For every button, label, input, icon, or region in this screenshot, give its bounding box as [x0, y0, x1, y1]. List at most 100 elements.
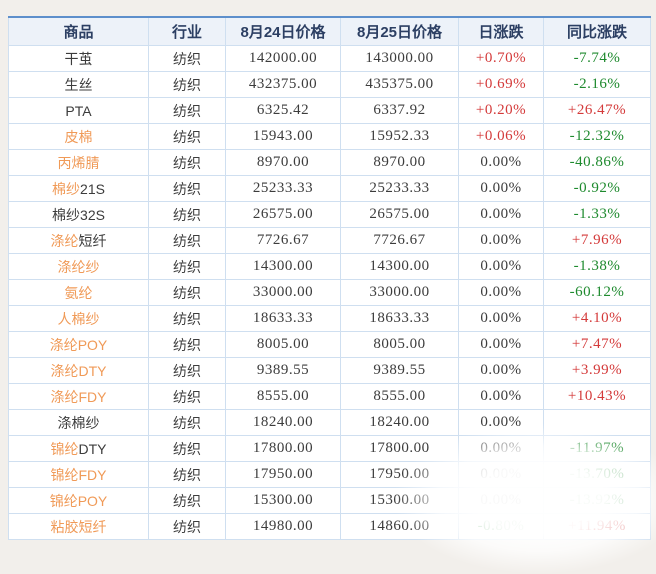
price-aug24-cell: 15300.00 — [225, 487, 341, 514]
commodity-link[interactable]: 涤纶FDY — [50, 388, 107, 405]
header-price-aug25: 8月25日价格 — [340, 16, 459, 46]
yoy-change-cell: -1.33% — [543, 201, 651, 228]
price-aug25-cell: 33000.00 — [340, 279, 459, 306]
table-row: 锦纶DTY 纺织 17800.00 17800.00 0.00% -11.97% — [8, 435, 651, 462]
price-aug24-cell: 17950.00 — [225, 461, 341, 488]
industry-cell: 纺织 — [148, 279, 226, 306]
commodity-cell[interactable]: 氨纶 — [8, 279, 149, 306]
commodity-link[interactable]: 锦纶 — [50, 440, 79, 457]
commodity-link[interactable]: 氨纶 — [64, 284, 93, 301]
commodity-cell[interactable]: 涤纶DTY — [8, 357, 149, 384]
day-change-cell: 0.00% — [458, 409, 544, 436]
commodity-link[interactable]: 皮棉 — [64, 128, 93, 145]
yoy-change-cell: -13.92% — [543, 487, 651, 514]
commodity-cell[interactable]: 皮棉 — [8, 123, 149, 150]
day-change-cell: +0.69% — [458, 71, 544, 98]
header-commodity: 商品 — [8, 16, 149, 46]
commodity-cell[interactable]: 人棉纱 — [8, 305, 149, 332]
commodity-cell[interactable]: 涤纶FDY — [8, 383, 149, 410]
yoy-change-cell: +26.47% — [543, 97, 651, 124]
yoy-change-cell: -12.32% — [543, 123, 651, 150]
commodity-cell: PTA — [8, 97, 149, 124]
commodity-text: 涤棉纱 — [57, 414, 100, 431]
commodity-cell[interactable]: 锦纶FDY — [8, 461, 149, 488]
commodity-link[interactable]: 锦纶POY — [49, 492, 108, 509]
price-aug25-cell: 18240.00 — [340, 409, 459, 436]
price-aug24-cell: 14300.00 — [225, 253, 341, 280]
price-aug25-cell: 8005.00 — [340, 331, 459, 358]
commodity-cell[interactable]: 粘胶短纤 — [8, 513, 149, 540]
commodity-text: 生丝 — [64, 76, 93, 93]
price-aug25-cell: 6337.92 — [340, 97, 459, 124]
yoy-change-cell: +11.94% — [543, 513, 651, 540]
industry-cell: 纺织 — [148, 409, 226, 436]
table-body: 干茧 纺织 142000.00 143000.00 +0.70% -7.74% 生丝 纺织 43… — [8, 45, 651, 540]
yoy-change-cell — [543, 409, 651, 436]
industry-cell: 纺织 — [148, 487, 226, 514]
price-aug24-cell: 7726.67 — [225, 227, 341, 254]
table-row: 粘胶短纤 纺织 14980.00 14860.00 -0.80% +11.94% — [8, 513, 651, 540]
yoy-change-cell: +10.43% — [543, 383, 651, 410]
table-row: 氨纶 纺织 33000.00 33000.00 0.00% -60.12% — [8, 279, 651, 306]
table-row: 涤纶FDY 纺织 8555.00 8555.00 0.00% +10.43% — [8, 383, 651, 410]
yoy-change-cell: -7.74% — [543, 45, 651, 72]
commodity-link[interactable]: 涤纶 — [50, 232, 79, 249]
price-aug24-cell: 15943.00 — [225, 123, 341, 150]
price-aug25-cell: 143000.00 — [340, 45, 459, 72]
table-row: 涤纶DTY 纺织 9389.55 9389.55 0.00% +3.99% — [8, 357, 651, 384]
yoy-change-cell: +4.10% — [543, 305, 651, 332]
page: { "colors": { "page_background": "#f2efe… — [8, 16, 656, 574]
price-aug25-cell: 25233.33 — [340, 175, 459, 202]
commodity-cell[interactable]: 丙烯腈 — [8, 149, 149, 176]
commodity-link[interactable]: 涤纶POY — [49, 336, 108, 353]
price-aug24-cell: 9389.55 — [225, 357, 341, 384]
yoy-change-cell: +7.96% — [543, 227, 651, 254]
price-aug24-cell: 8005.00 — [225, 331, 341, 358]
commodity-cell[interactable]: 棉纱21S — [8, 175, 149, 202]
price-aug25-cell: 17800.00 — [340, 435, 459, 462]
commodity-cell[interactable]: 涤纶纱 — [8, 253, 149, 280]
price-aug24-cell: 14980.00 — [225, 513, 341, 540]
day-change-cell: 0.00% — [458, 435, 544, 462]
industry-cell: 纺织 — [148, 383, 226, 410]
commodity-cell[interactable]: 锦纶POY — [8, 487, 149, 514]
commodity-cell[interactable]: 涤纶POY — [8, 331, 149, 358]
commodity-link[interactable]: 棉纱 — [52, 180, 81, 197]
yoy-change-cell: +7.47% — [543, 331, 651, 358]
commodity-cell[interactable]: 锦纶DTY — [8, 435, 149, 462]
yoy-change-cell: -60.12% — [543, 279, 651, 306]
commodity-link[interactable]: 涤纶纱 — [57, 258, 100, 275]
commodity-link[interactable]: 锦纶FDY — [50, 466, 107, 483]
price-aug25-cell: 7726.67 — [340, 227, 459, 254]
price-aug25-cell: 18633.33 — [340, 305, 459, 332]
day-change-cell: +0.06% — [458, 123, 544, 150]
header-yoy-change: 同比涨跌 — [543, 16, 651, 46]
price-table: 商品 行业 8月24日价格 8月25日价格 日涨跌 同比涨跌 干茧 纺织 14200… — [8, 16, 651, 540]
day-change-cell: 0.00% — [458, 487, 544, 514]
table-row: 涤纶POY 纺织 8005.00 8005.00 0.00% +7.47% — [8, 331, 651, 358]
day-change-cell: 0.00% — [458, 227, 544, 254]
commodity-cell: 干茧 — [8, 45, 149, 72]
yoy-change-cell: -2.16% — [543, 71, 651, 98]
commodity-text: PTA — [65, 102, 92, 119]
price-aug25-cell: 14860.00 — [340, 513, 459, 540]
commodity-cell[interactable]: 涤纶短纤 — [8, 227, 149, 254]
table-row: 棉纱32S 纺织 26575.00 26575.00 0.00% -1.33% — [8, 201, 651, 228]
day-change-cell: 0.00% — [458, 461, 544, 488]
commodity-cell: 生丝 — [8, 71, 149, 98]
table-row: 棉纱21S 纺织 25233.33 25233.33 0.00% -0.92% — [8, 175, 651, 202]
commodity-link[interactable]: 涤纶DTY — [50, 362, 107, 379]
industry-cell: 纺织 — [148, 305, 226, 332]
price-aug24-cell: 142000.00 — [225, 45, 341, 72]
price-aug25-cell: 8970.00 — [340, 149, 459, 176]
commodity-link[interactable]: 粘胶短纤 — [50, 518, 107, 535]
price-aug25-cell: 435375.00 — [340, 71, 459, 98]
price-aug24-cell: 432375.00 — [225, 71, 341, 98]
day-change-cell: 0.00% — [458, 331, 544, 358]
price-aug24-cell: 6325.42 — [225, 97, 341, 124]
commodity-link[interactable]: 丙烯腈 — [57, 154, 100, 171]
commodity-text: 干茧 — [64, 50, 93, 67]
commodity-link[interactable]: 人棉纱 — [57, 310, 100, 327]
price-aug25-cell: 15300.00 — [340, 487, 459, 514]
price-aug25-cell: 9389.55 — [340, 357, 459, 384]
